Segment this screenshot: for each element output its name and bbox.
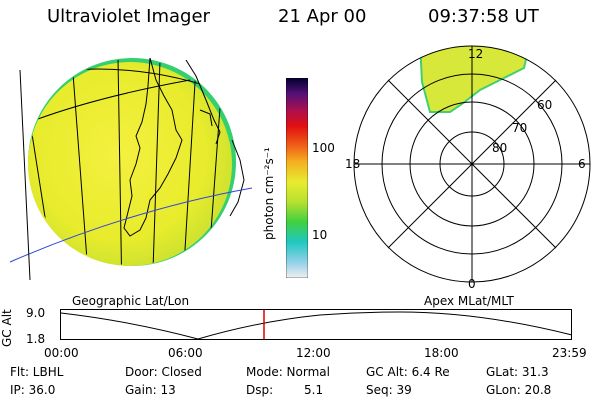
altitude-timeline	[60, 309, 573, 340]
status-mode: Mode: Normal	[246, 365, 330, 379]
geographic-earth-image	[9, 57, 253, 281]
timeline-y-tick-max: 9.0	[26, 306, 46, 320]
mlt-label-18: 18	[345, 157, 361, 171]
status-dsp-value: 5.1	[304, 383, 324, 397]
timeline-x-tick-0600: 06:00	[168, 346, 203, 360]
timeline-x-tick-1200: 12:00	[296, 346, 331, 360]
timeline-left-title: Geographic Lat/Lon	[72, 294, 190, 308]
status-gc-alt: GC Alt: 6.4 Re	[366, 365, 450, 379]
mlat-label-60: 60	[537, 98, 553, 112]
terminator-line	[9, 187, 253, 263]
colorbar	[286, 78, 308, 278]
mlat-label-80: 80	[492, 141, 508, 155]
date-label: 21 Apr 00	[278, 6, 367, 27]
mlt-label-0: 0	[468, 277, 476, 291]
mlt-label-6: 6	[578, 157, 586, 171]
mlat-label-70: 70	[512, 121, 528, 135]
timeline-x-tick-1800: 18:00	[424, 346, 459, 360]
status-door: Door: Closed	[125, 365, 202, 379]
status-gain: Gain: 13	[125, 383, 176, 397]
timeline-right-title: Apex MLat/MLT	[424, 294, 514, 308]
status-ip: IP: 36.0	[10, 383, 56, 397]
altitude-curve	[60, 311, 573, 340]
timeline-x-tick-0000: 00:00	[44, 346, 79, 360]
status-flt: Flt: LBHL	[10, 365, 64, 379]
timeline-y-label: GC Alt	[0, 309, 14, 347]
colorbar-tick-10: 10	[312, 228, 328, 242]
polar-mlt-plot	[353, 45, 591, 283]
status-seq: Seq: 39	[366, 383, 412, 397]
status-dsp-label: Dsp:	[246, 383, 274, 397]
status-glon: GLon: 20.8	[486, 383, 552, 397]
status-glat: GLat: 31.3	[486, 365, 549, 379]
earth-disk	[28, 62, 232, 266]
time-label: 09:37:58 UT	[428, 6, 539, 27]
instrument-title: Ultraviolet Imager	[47, 6, 210, 27]
colorbar-tick-100: 100	[312, 141, 335, 155]
mlt-label-12: 12	[468, 47, 484, 61]
coastline	[123, 57, 245, 237]
timeline-x-tick-2359: 23:59	[552, 346, 587, 360]
colorbar-unit-label: photon cm⁻²s⁻¹	[262, 147, 276, 240]
timeline-y-tick-min: 1.8	[26, 332, 46, 346]
